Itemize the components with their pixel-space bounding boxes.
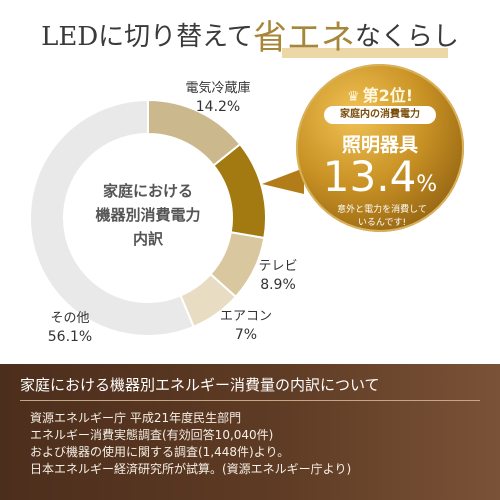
footer-line-3: および機器の使用に関する調査(1,448件)より。 <box>30 445 290 459</box>
callout-percent-unit: % <box>416 172 438 197</box>
callout-badge: ♛ 第2位! 家庭内の消費電力 照明器具 13.4% 意外と電力を消費して いるん… <box>296 64 464 232</box>
footer-line-2: エネルギー消費実態調査(有効回答10,040件) <box>30 428 274 442</box>
donut-chart: 電気冷蔵庫 14.2% テレビ 8.9% エアコン 7% その他 56.1% 家庭における機器別… <box>29 80 298 345</box>
page-title: LEDに切り替えて省エネなくらし <box>0 10 500 58</box>
center-label-line-3: 内訳 <box>133 230 164 248</box>
slice-label-1: 電気冷蔵庫 <box>185 80 250 96</box>
slice-label-5: その他 <box>50 311 89 326</box>
slice-value-5: 56.1% <box>48 329 92 345</box>
rank-label: ♛ 第2位! <box>296 82 464 106</box>
callout-note-line1: 意外と電力を消費して <box>337 205 427 215</box>
donut-slice-5 <box>29 98 195 337</box>
rank-text: 第2位! <box>362 86 413 105</box>
title-prefix: LEDに切り替えて <box>41 22 253 52</box>
callout-tail <box>262 168 304 194</box>
slice-label-3: テレビ <box>258 259 297 274</box>
callout-subtitle: 家庭内の消費電力 <box>324 106 436 124</box>
callout-percent: 13.4% <box>296 152 464 201</box>
callout-note: 意外と電力を消費して いるんです! <box>318 204 446 230</box>
source-footer: 家庭における機器別エネルギー消費量の内訳について 資源エネルギー庁 平成21年度… <box>0 364 500 500</box>
center-label-line-2: 機器別消費電力 <box>95 206 200 224</box>
donut-slice-2 <box>212 142 267 240</box>
title-suffix: なくらし <box>354 22 459 52</box>
footer-line-4: 日本エネルギー経済研究所が試算。(資源エネルギー庁より) <box>30 462 352 476</box>
slice-label-4: エアコン <box>220 309 272 324</box>
slice-value-4: 7% <box>235 327 257 343</box>
footer-lines: 資源エネルギー庁 平成21年度民生部門 エネルギー消費実態調査(有効回答10,0… <box>30 410 351 478</box>
footer-line-1: 資源エネルギー庁 平成21年度民生部門 <box>30 411 242 425</box>
slice-value-3: 8.9% <box>260 277 296 293</box>
callout-category: 照明器具 <box>341 134 418 156</box>
title-highlight: 省エネ <box>252 18 355 58</box>
callout-percent-value: 13.4 <box>322 152 417 201</box>
footer-heading: 家庭における機器別エネルギー消費量の内訳について <box>20 370 480 401</box>
slice-value-1: 14.2% <box>196 99 240 115</box>
center-label-line-1: 家庭における <box>103 182 193 200</box>
crown-icon: ♛ <box>347 89 360 105</box>
callout-note-line2: いるんです! <box>357 218 407 228</box>
